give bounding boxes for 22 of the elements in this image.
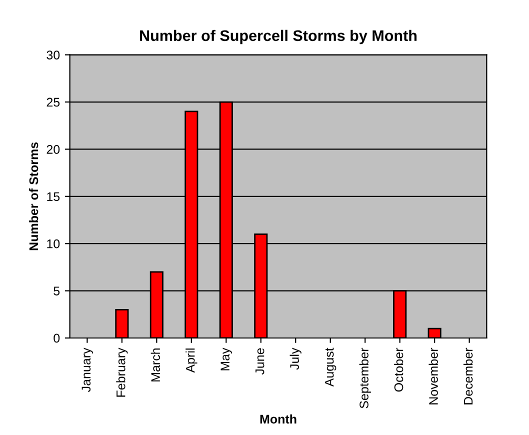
x-tick-label: November: [428, 348, 438, 404]
y-tick-label: 5: [54, 286, 60, 296]
y-tick-label: 10: [47, 239, 60, 248]
x-tick-label: February: [116, 348, 128, 397]
x-tick-label: October: [394, 348, 404, 392]
x-tick-label: December: [463, 348, 473, 404]
x-tick-label: July: [290, 348, 302, 370]
x-axis-title: Month: [260, 414, 296, 424]
x-tick-label: August: [324, 348, 336, 387]
y-tick-label: 20: [46, 145, 60, 154]
x-tick-label: June: [256, 348, 264, 375]
x-tick-label: May: [220, 348, 232, 370]
y-axis-title: Number of Storms: [28, 142, 38, 250]
x-tick-label: January: [82, 348, 94, 392]
y-tick-label: 15: [47, 192, 60, 202]
x-tick-label: September: [359, 348, 371, 408]
chart-title: Number of Supercell Storms by Month: [140, 30, 417, 44]
y-tick-label: 0: [54, 334, 60, 343]
x-tick-label: April: [186, 348, 198, 373]
x-tick-label: March: [150, 348, 160, 382]
y-tick-label: 30: [46, 50, 60, 60]
y-tick-label: 25: [46, 98, 60, 107]
